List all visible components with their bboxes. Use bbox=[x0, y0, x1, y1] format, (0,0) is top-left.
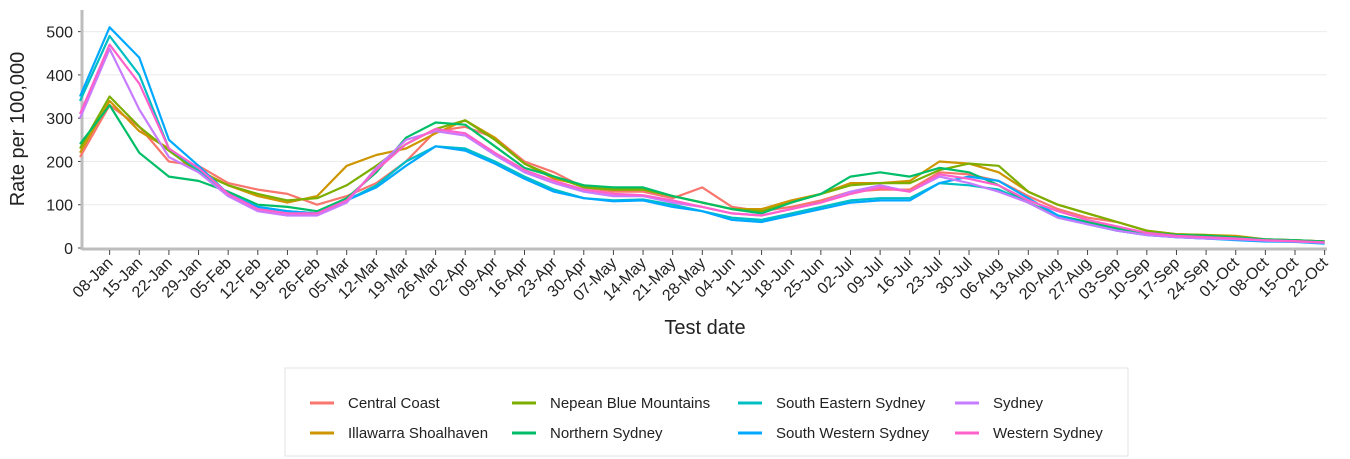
series-line bbox=[79, 99, 1325, 243]
legend-label: Central Coast bbox=[348, 395, 441, 412]
y-tick-label: 300 bbox=[46, 111, 73, 128]
y-tick-label: 0 bbox=[64, 241, 73, 258]
legend-label: Sydney bbox=[993, 395, 1044, 412]
series-line bbox=[78, 47, 1325, 244]
legend-label: South Western Sydney bbox=[776, 425, 930, 442]
legend-label: Illawarra Shoalhaven bbox=[348, 425, 488, 442]
series-line bbox=[79, 104, 1325, 243]
series-line bbox=[79, 104, 1325, 243]
y-tick-label: 400 bbox=[46, 68, 73, 85]
legend-label: Nepean Blue Mountains bbox=[550, 395, 710, 412]
legend-label: Northern Sydney bbox=[550, 425, 663, 442]
y-axis-title: Rate per 100,000 bbox=[7, 52, 29, 207]
legend-box bbox=[284, 367, 1129, 457]
y-tick-label: 200 bbox=[46, 154, 73, 171]
x-axis-title: Test date bbox=[664, 317, 745, 339]
series-line bbox=[78, 43, 1325, 244]
y-tick-label: 100 bbox=[46, 198, 73, 215]
y-tick-label: 500 bbox=[46, 25, 73, 42]
legend-label: South Eastern Sydney bbox=[776, 395, 926, 412]
legend-label: Western Sydney bbox=[993, 425, 1103, 442]
